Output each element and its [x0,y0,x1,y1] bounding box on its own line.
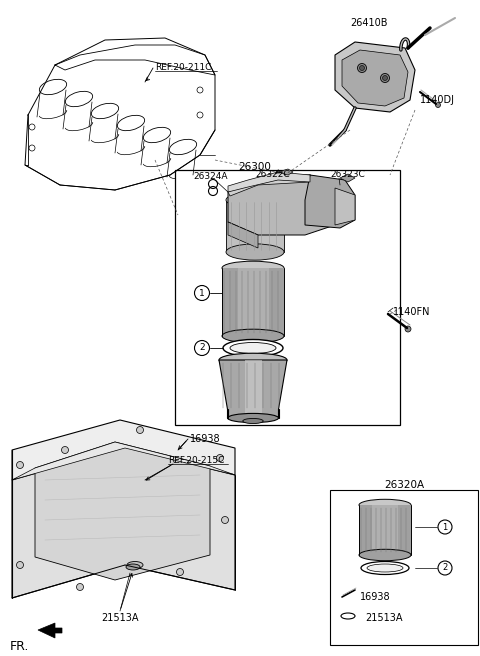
Circle shape [381,73,389,83]
Ellipse shape [367,564,403,572]
Polygon shape [12,442,235,480]
Text: 26410B: 26410B [350,18,387,28]
Ellipse shape [226,244,284,260]
Text: 26324A: 26324A [193,172,228,181]
Circle shape [405,326,411,332]
Polygon shape [12,448,235,598]
Text: 1140FN: 1140FN [393,307,431,317]
Ellipse shape [222,329,284,343]
Circle shape [438,561,452,575]
Text: 26323C: 26323C [330,170,365,179]
Text: REF.20-211C: REF.20-211C [155,63,211,72]
Text: REF.20-215C: REF.20-215C [168,456,224,465]
Bar [372,505,398,555]
Ellipse shape [230,342,276,354]
Polygon shape [335,188,355,225]
Text: 21513A: 21513A [101,613,139,623]
Text: 1: 1 [443,522,448,531]
Circle shape [194,285,209,300]
Ellipse shape [228,413,278,422]
Circle shape [194,340,209,356]
Circle shape [16,462,24,468]
Text: 16938: 16938 [190,434,221,444]
Circle shape [438,520,452,534]
Circle shape [360,66,364,70]
Polygon shape [342,50,408,106]
Ellipse shape [359,499,411,511]
Text: 1140DJ: 1140DJ [420,95,455,105]
Polygon shape [305,175,355,228]
Bar [222,268,284,336]
Bar [359,505,411,555]
Text: 16938: 16938 [360,592,391,602]
Polygon shape [38,623,62,638]
Ellipse shape [243,419,263,424]
Ellipse shape [127,562,143,569]
Ellipse shape [222,261,284,275]
Text: FR.: FR. [10,640,29,653]
Text: 26320A: 26320A [384,480,424,490]
Text: 2: 2 [199,344,205,352]
Circle shape [16,562,24,569]
Text: 1: 1 [199,289,205,298]
Polygon shape [278,169,293,175]
Ellipse shape [359,549,411,561]
Text: 2: 2 [443,564,448,573]
Circle shape [383,75,387,81]
Bar [330,490,478,645]
Text: 21513A: 21513A [365,613,403,623]
Circle shape [358,64,367,73]
Bar [238,268,268,336]
Circle shape [177,569,183,575]
Ellipse shape [361,562,409,575]
Text: 26322C: 26322C [255,170,289,179]
Bar [226,200,284,252]
Circle shape [435,102,441,108]
Ellipse shape [223,340,283,356]
Polygon shape [340,174,355,182]
Polygon shape [228,175,335,196]
Circle shape [136,426,144,434]
Bar [175,170,400,425]
Polygon shape [335,42,415,112]
Polygon shape [228,222,258,248]
Circle shape [76,583,84,590]
Circle shape [216,455,224,462]
Circle shape [221,516,228,523]
Polygon shape [219,360,287,418]
Text: 26300: 26300 [239,162,271,172]
Circle shape [61,447,69,453]
Polygon shape [35,442,210,580]
Polygon shape [12,420,235,480]
Ellipse shape [226,192,284,208]
Polygon shape [228,175,335,235]
Bar [244,360,262,418]
Ellipse shape [126,564,140,570]
Polygon shape [228,172,310,192]
Ellipse shape [219,353,287,367]
